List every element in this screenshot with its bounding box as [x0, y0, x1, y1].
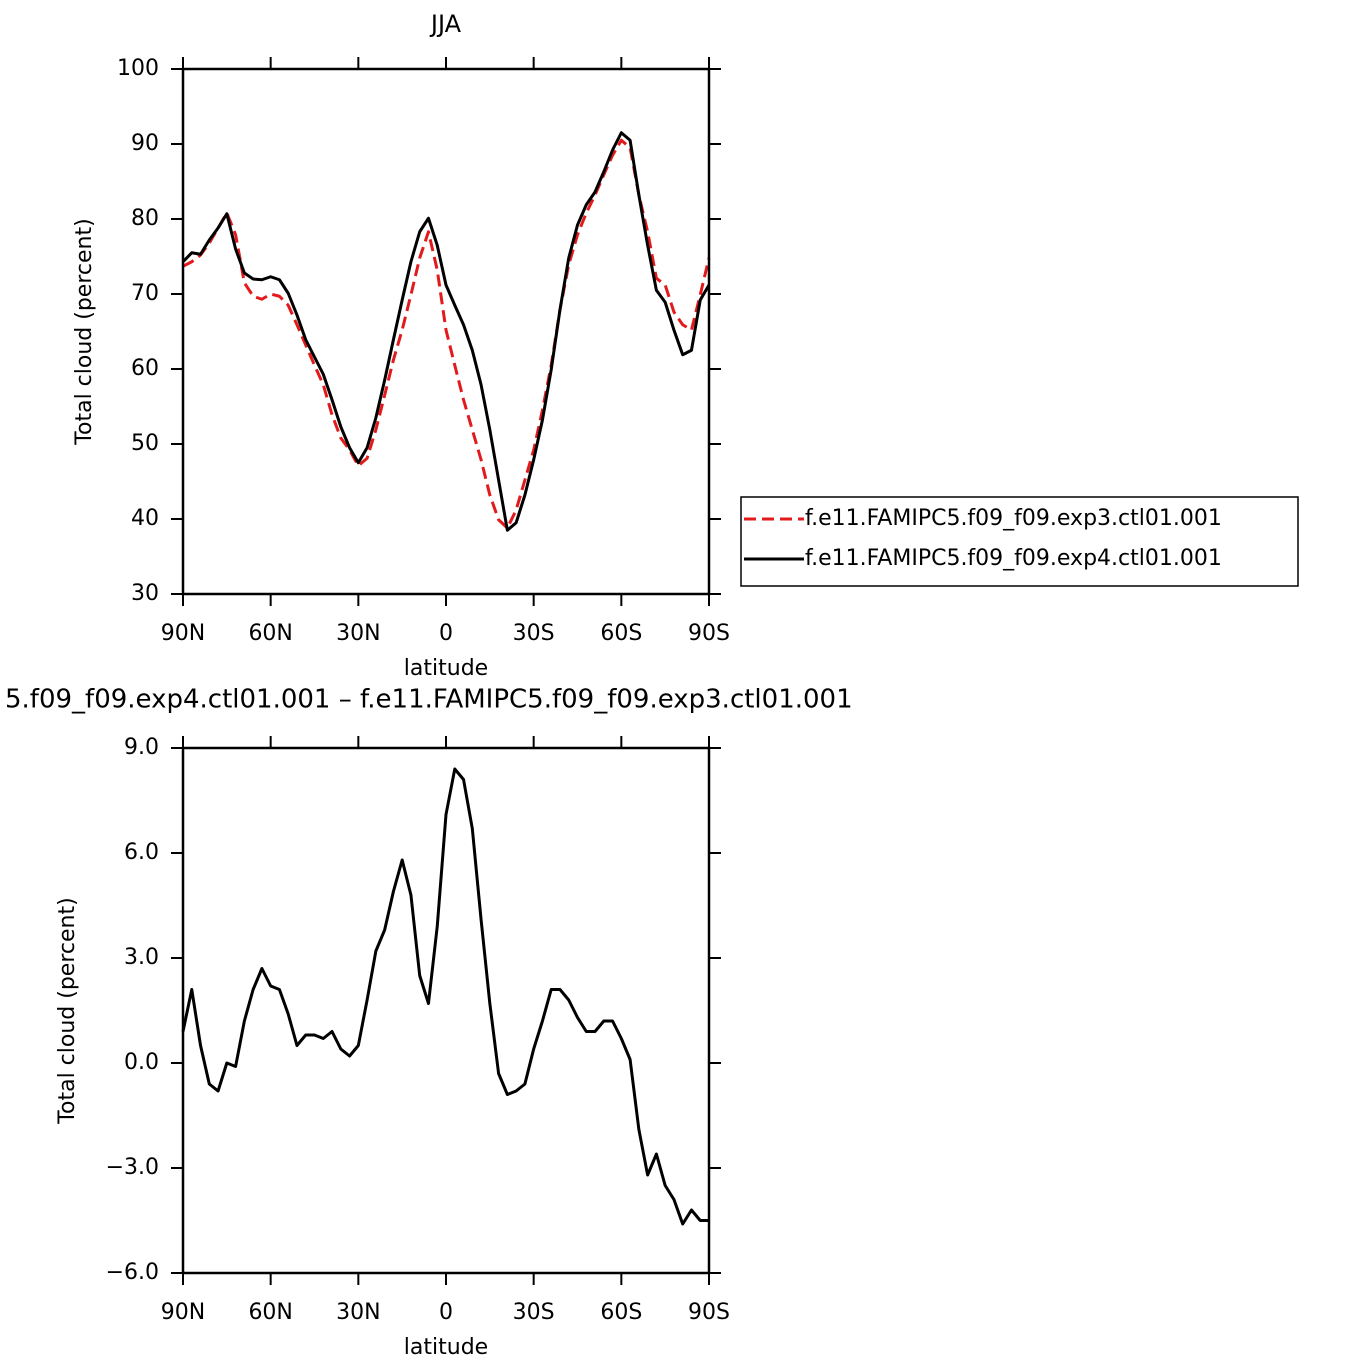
x-tick-label: 30N [336, 621, 380, 646]
y-tick-label: 9.0 [124, 735, 159, 760]
x-tick-label: 60S [600, 621, 642, 646]
x-tick-label: 0 [439, 621, 453, 646]
data-line [181, 767, 709, 1226]
plot-frame [181, 67, 711, 596]
x-tick-label: 90N [161, 621, 205, 646]
y-tick-label: 50 [131, 431, 159, 456]
y-axis-label: Total cloud (percent) [55, 897, 80, 1124]
y-tick-label: 80 [131, 206, 159, 231]
x-tick-label: 90S [688, 621, 730, 646]
legend-box [740, 496, 1299, 587]
y-tick-label: 40 [131, 506, 159, 531]
y-tick-label: 70 [131, 281, 159, 306]
y-tick-label: 60 [131, 356, 159, 381]
x-tick-label: 30S [513, 1300, 555, 1325]
chart-title: 5.f09_f09.exp4.ctl01.001 – f.e11.FAMIPC5… [5, 685, 853, 715]
y-tick-label: 3.0 [124, 945, 159, 970]
x-tick-label: 60S [600, 1300, 642, 1325]
chart-title: JJA [429, 10, 462, 38]
x-tick-label: 30S [513, 621, 555, 646]
x-axis-label: latitude [404, 1335, 488, 1360]
y-tick-label: 30 [131, 581, 159, 606]
x-tick-label: 90S [688, 1300, 730, 1325]
y-tick-label: 0.0 [124, 1050, 159, 1075]
y-tick-label: −6.0 [106, 1260, 159, 1285]
y-tick-label: −3.0 [106, 1155, 159, 1180]
y-axis-label: Total cloud (percent) [72, 218, 97, 445]
y-tick-label: 100 [117, 56, 159, 81]
y-tick-label: 90 [131, 131, 159, 156]
legend-label: f.e11.FAMIPC5.f09_f09.exp3.ctl01.001 [805, 506, 1222, 531]
x-tick-label: 60N [248, 621, 292, 646]
y-tick-label: 6.0 [124, 840, 159, 865]
data-line [182, 138, 711, 530]
x-tick-label: 30N [336, 1300, 380, 1325]
x-tick-label: 90N [161, 1300, 205, 1325]
x-axis-label: latitude [404, 656, 488, 681]
x-tick-label: 0 [439, 1300, 453, 1325]
x-tick-label: 60N [248, 1300, 292, 1325]
plot-frame [181, 746, 711, 1275]
data-line [181, 131, 711, 532]
legend-label: f.e11.FAMIPC5.f09_f09.exp4.ctl01.001 [805, 546, 1222, 571]
